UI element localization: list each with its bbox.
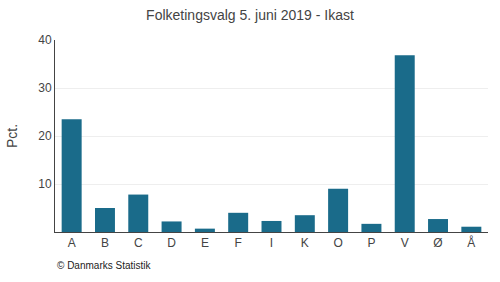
svg-text:I: I: [270, 236, 273, 250]
svg-text:30: 30: [38, 81, 52, 95]
svg-text:C: C: [134, 236, 143, 250]
svg-text:Å: Å: [467, 235, 475, 250]
svg-text:40: 40: [38, 33, 52, 47]
svg-text:Pct.: Pct.: [4, 124, 20, 148]
svg-text:K: K: [301, 236, 309, 250]
svg-text:F: F: [235, 236, 242, 250]
svg-text:P: P: [367, 236, 375, 250]
svg-text:E: E: [201, 236, 209, 250]
svg-text:10: 10: [38, 177, 52, 191]
svg-text:B: B: [101, 236, 109, 250]
svg-text:Ø: Ø: [433, 236, 442, 250]
svg-text:V: V: [401, 236, 409, 250]
svg-text:A: A: [68, 236, 76, 250]
svg-text:20: 20: [38, 129, 52, 143]
svg-text:Folketingsvalg 5. juni 2019 -: Folketingsvalg 5. juni 2019 - Ikast: [146, 7, 354, 23]
svg-text:O: O: [333, 236, 342, 250]
svg-text:D: D: [167, 236, 176, 250]
svg-text:© Danmarks Statistik: © Danmarks Statistik: [57, 260, 152, 271]
